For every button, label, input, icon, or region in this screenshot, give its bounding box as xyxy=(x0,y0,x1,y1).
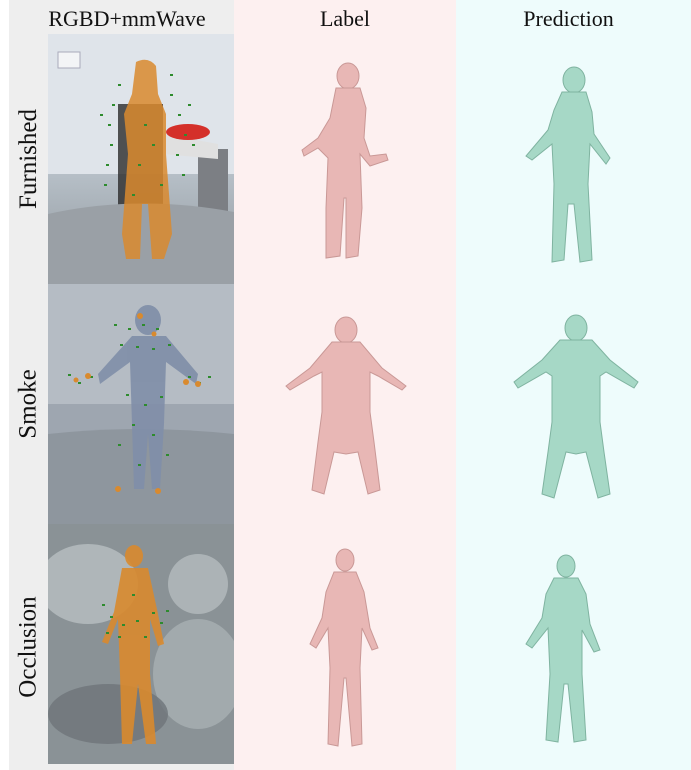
prediction-mesh-smoke xyxy=(506,312,646,502)
input-photo-smoke xyxy=(48,284,234,524)
column-header-prediction: Prediction xyxy=(523,6,614,31)
row-label-furnished: Furnished xyxy=(15,109,42,209)
row-label-occlusion: Occlusion xyxy=(15,596,42,698)
label-mesh-furnished xyxy=(290,58,400,268)
column-header-input: RGBD+mmWave xyxy=(48,6,206,31)
row-label-smoke: Smoke xyxy=(15,369,43,439)
prediction-mesh-occlusion xyxy=(516,554,616,754)
input-photo-furnished xyxy=(48,34,234,284)
prediction-mesh-furnished xyxy=(512,64,622,274)
column-header-label: Label xyxy=(319,6,371,31)
input-photo-occlusion xyxy=(48,524,234,764)
label-mesh-smoke xyxy=(282,312,412,502)
label-mesh-occlusion xyxy=(300,548,390,758)
